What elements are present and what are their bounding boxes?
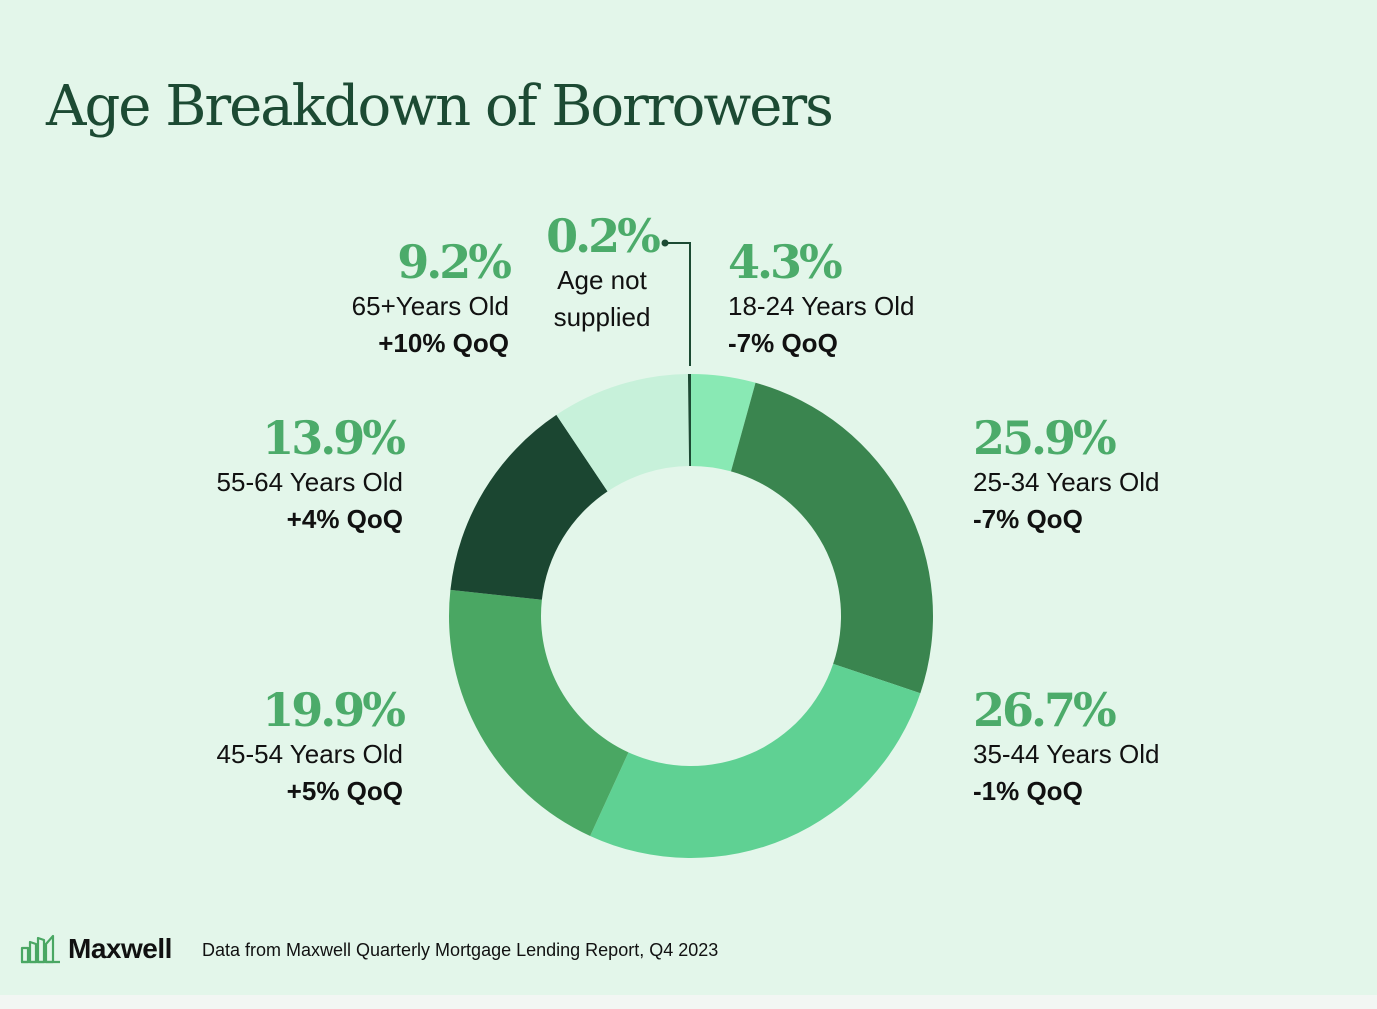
donut-slice-a4554 [448,589,629,836]
source-note: Data from Maxwell Quarterly Mortgage Len… [202,940,719,960]
label-45-54: 19.9% 45-54 Years Old +5% QoQ [3,683,406,810]
label-35-44: 26.7% 35-44 Years Old -1% QoQ [973,684,1373,810]
donut-slice-a3544 [590,663,921,858]
maxwell-logo-icon [20,934,60,964]
label-18-24: 4.3% 18-24 Years Old -7% QoQ [728,236,1128,362]
label-25-34: 25.9% 25-34 Years Old -7% QoQ [973,412,1373,538]
age-not-supplied-line1: Age not [557,265,647,295]
qoq-18-24: -7% QoQ [728,328,838,358]
pct-18-24: 4.3% [728,235,843,289]
age-55-64: 55-64 Years Old [216,467,403,497]
age-45-54: 45-54 Years Old [216,739,403,769]
qoq-25-34: -7% QoQ [973,504,1083,534]
donut-slice-a5564 [450,414,608,600]
bottom-strip [0,995,1377,1009]
maxwell-logo-text: Maxwell [68,933,172,964]
label-age-not-supplied: 0.2% Age not supplied [402,210,802,336]
age-65-plus: 65+Years Old [351,291,509,321]
donut-slice-a65 [556,374,690,492]
chart-title: Age Breakdown of Borrowers [46,74,834,139]
age-25-34: 25-34 Years Old [973,467,1160,497]
pct-65-plus: 9.2% [397,235,512,289]
leader-dot [661,239,669,247]
pct-25-34: 25.9% [973,411,1117,465]
label-65-plus: 9.2% 65+Years Old +10% QoQ [109,235,512,362]
qoq-65-plus: +10% QoQ [378,328,509,358]
pct-45-54: 19.9% [262,683,406,737]
age-not-supplied-line2: supplied [553,302,651,332]
donut-slice-a1824 [691,374,756,472]
label-55-64: 13.9% 55-64 Years Old +4% QoQ [3,411,406,538]
maxwell-logo: Maxwell [20,932,172,966]
donut-slice-a2534 [730,382,934,694]
qoq-35-44: -1% QoQ [973,776,1083,806]
age-35-44: 35-44 Years Old [973,739,1160,769]
age-not-supplied-leader-line [665,242,691,366]
donut-slice-ans [687,374,691,467]
qoq-45-54: +5% QoQ [286,776,403,806]
pct-35-44: 26.7% [973,683,1117,737]
age-18-24: 18-24 Years Old [728,291,915,321]
pct-age-not-supplied: 0.2% [546,209,661,263]
qoq-55-64: +4% QoQ [286,504,403,534]
pct-55-64: 13.9% [262,411,406,465]
